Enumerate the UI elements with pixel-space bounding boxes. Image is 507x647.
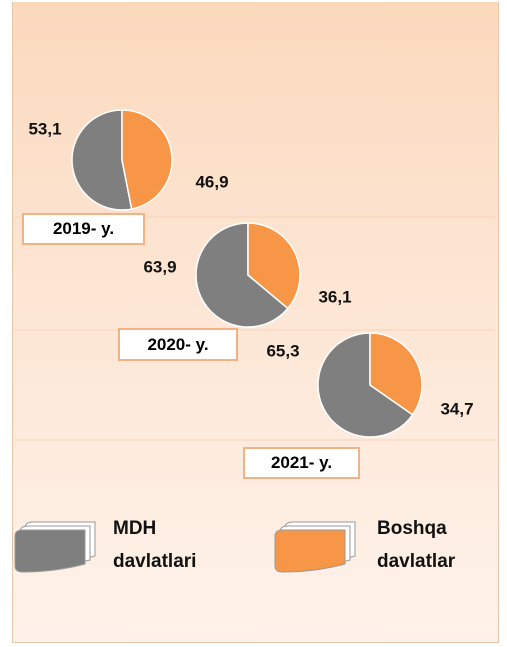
pie-slice (247, 222, 301, 310)
value-label: 36,1 (318, 287, 351, 306)
value-label: 34,7 (440, 399, 473, 418)
value-label: 46,9 (195, 172, 228, 191)
value-label: 65,3 (266, 341, 299, 360)
pie-slice (195, 222, 289, 328)
legend-label: MDH davlatlari (113, 518, 197, 572)
pie-slice (121, 109, 173, 210)
pie-slice (317, 332, 414, 438)
pie-slice (369, 332, 423, 416)
legend-label: Boshqa davlatlar (377, 518, 456, 572)
value-label: 63,9 (143, 257, 176, 276)
pie-slice (71, 109, 133, 211)
value-label: 53,1 (28, 119, 61, 138)
pie-title: 2019- y. (22, 213, 145, 245)
pie-title: 2021- y. (243, 447, 360, 479)
legend-swatch (274, 529, 346, 573)
pie-title: 2020- y. (118, 328, 238, 361)
legend-swatch (14, 529, 86, 573)
